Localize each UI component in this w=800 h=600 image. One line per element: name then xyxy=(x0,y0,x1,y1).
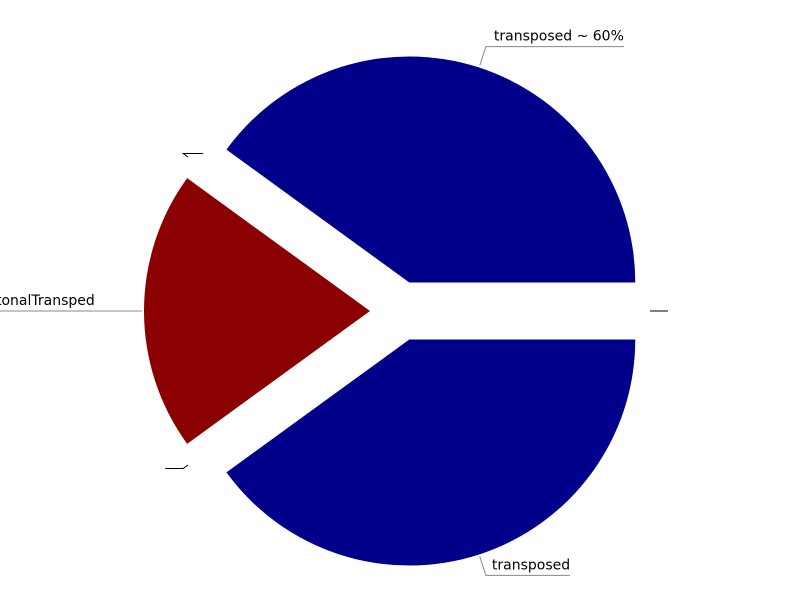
pie-label-4: transposed xyxy=(492,557,570,573)
pie-label-2: tonalTransped xyxy=(0,293,95,309)
pie-slice-2 xyxy=(144,178,370,444)
pie-slice-4 xyxy=(226,339,636,566)
pie-leaders xyxy=(0,46,668,576)
pie-leader-1 xyxy=(181,152,204,158)
pie-label-0: transposed ~ 60% xyxy=(494,29,624,45)
pie-slices xyxy=(144,56,636,566)
pie-labels: transposed ~ 60% tonalTransped transposed xyxy=(0,29,624,574)
pie-slice-0 xyxy=(226,56,636,283)
pie-leader-0 xyxy=(479,46,624,66)
pie-leader-3 xyxy=(165,464,189,470)
pie-leader-4 xyxy=(479,556,570,576)
